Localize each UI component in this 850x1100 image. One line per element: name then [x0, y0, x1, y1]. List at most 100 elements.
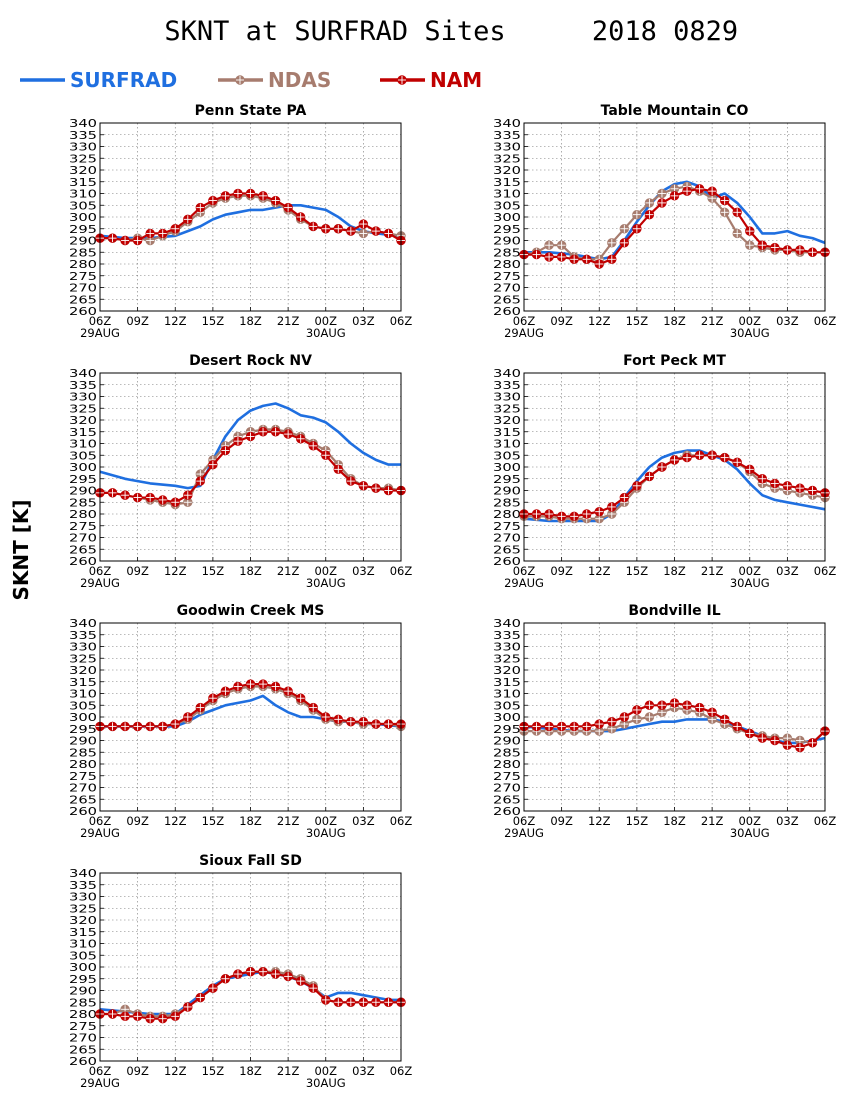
x-tick-label: 06Z: [814, 564, 837, 578]
x-date-label: 30AUG: [730, 326, 770, 340]
y-tick-label: 315: [493, 426, 521, 439]
panel-title: Desert Rock NV: [189, 353, 312, 369]
data-point-nam: [220, 191, 231, 201]
data-point-nam: [308, 702, 318, 713]
data-point-nam: [170, 1011, 180, 1022]
y-tick-label: 315: [69, 176, 97, 189]
y-tick-label: 335: [493, 629, 521, 642]
y-tick-label: 320: [493, 414, 521, 427]
data-point-nam: [644, 700, 655, 710]
data-point-ndas: [607, 238, 617, 248]
y-tick-label: 305: [69, 199, 97, 212]
x-tick-label: 09Z: [126, 814, 149, 828]
legend-label: SURFRAD: [70, 68, 177, 92]
y-tick-label: 290: [493, 485, 521, 498]
data-point-nam: [170, 497, 180, 507]
data-point-nam: [569, 254, 579, 264]
x-tick-label: 15Z: [626, 564, 649, 578]
y-tick-label: 285: [69, 246, 97, 259]
x-tick-label: 18Z: [239, 564, 262, 578]
x-tick-label: 09Z: [126, 314, 149, 328]
data-point-nam: [208, 195, 218, 206]
x-tick-label: 06Z: [89, 814, 112, 828]
x-tick-label: 21Z: [701, 314, 724, 328]
y-tick-label: 335: [69, 129, 97, 142]
data-point-nam: [107, 721, 118, 732]
series-nam: [519, 184, 830, 269]
data-point-nam: [183, 712, 193, 722]
data-point-nam: [770, 478, 780, 489]
data-point-nam: [371, 483, 381, 493]
x-date-label: 30AUG: [306, 576, 346, 590]
x-tick-label: 03Z: [776, 814, 799, 828]
data-point-nam: [245, 188, 256, 199]
data-point-nam: [657, 462, 667, 472]
y-tick-label: 305: [69, 699, 97, 712]
series-nam: [519, 450, 830, 522]
panel-sioux-fall-sd: Sioux Fall SD 260265270275280285290295300…: [69, 853, 412, 1090]
data-point-ndas: [556, 240, 567, 250]
data-point-nam: [120, 1011, 130, 1022]
data-point-nam: [657, 700, 667, 710]
data-point-nam: [644, 471, 655, 482]
y-tick-label: 340: [69, 367, 97, 380]
y-tick-label: 280: [69, 258, 97, 271]
data-point-nam: [669, 698, 680, 708]
x-date-label: 29AUG: [504, 826, 544, 840]
data-point-nam: [208, 459, 218, 470]
y-tick-label: 295: [493, 473, 521, 486]
x-date-label: 29AUG: [504, 576, 544, 590]
x-tick-label: 00Z: [738, 814, 761, 828]
y-tick-label: 335: [69, 879, 97, 892]
plot-frame: [523, 122, 826, 312]
grid: [100, 623, 401, 811]
x-tick-label: 18Z: [663, 814, 686, 828]
data-point-nam: [295, 976, 306, 986]
data-point-nam: [795, 742, 805, 753]
data-point-nam: [556, 511, 567, 522]
series-line-surfrad: [99, 402, 401, 490]
y-tick-label: 335: [493, 129, 521, 142]
y-tick-label: 280: [493, 508, 521, 521]
data-point-nam: [582, 254, 592, 264]
data-point-nam: [283, 686, 293, 696]
data-point-nam: [321, 224, 331, 234]
y-tick-label: 325: [493, 402, 521, 415]
data-point-nam: [158, 495, 168, 505]
data-point-nam: [569, 721, 579, 732]
data-point-nam: [619, 712, 630, 722]
data-point-nam: [657, 198, 667, 208]
x-tick-label: 03Z: [352, 1064, 375, 1078]
data-point-nam: [145, 1014, 155, 1024]
data-point-nam: [233, 188, 243, 199]
x-tick-label: 00Z: [314, 314, 337, 328]
x-tick-label: 06Z: [390, 314, 413, 328]
panel-title: Fort Peck MT: [623, 353, 726, 369]
data-point-nam: [607, 502, 617, 512]
data-point-nam: [158, 1014, 168, 1024]
data-point-ndas: [544, 240, 554, 250]
figure-title: SKNT at SURFRAD Sites: [164, 16, 505, 47]
y-tick-label: 300: [493, 711, 521, 724]
legend-item-surfrad: SURFRAD: [20, 68, 177, 92]
grid: [100, 373, 401, 561]
data-point-nam: [632, 481, 642, 491]
y-tick-label: 280: [69, 758, 97, 771]
y-tick-label: 260: [69, 305, 97, 318]
x-tick-label: 06Z: [89, 564, 112, 578]
data-point-nam: [107, 1009, 118, 1019]
data-point-nam: [795, 483, 805, 493]
data-point-nam: [694, 450, 705, 460]
data-point-nam: [719, 452, 730, 463]
legend-label: NDAS: [268, 68, 331, 92]
plot-frame: [99, 872, 402, 1062]
x-tick-label: 03Z: [352, 314, 375, 328]
data-point-ndas: [607, 724, 617, 734]
y-tick-label: 315: [493, 676, 521, 689]
y-tick-label: 285: [69, 996, 97, 1009]
y-tick-label: 310: [493, 438, 521, 451]
y-tick-label: 300: [493, 211, 521, 224]
y-tick-label: 260: [493, 805, 521, 818]
figure-y-axis-label: SKNT [K]: [9, 499, 33, 600]
